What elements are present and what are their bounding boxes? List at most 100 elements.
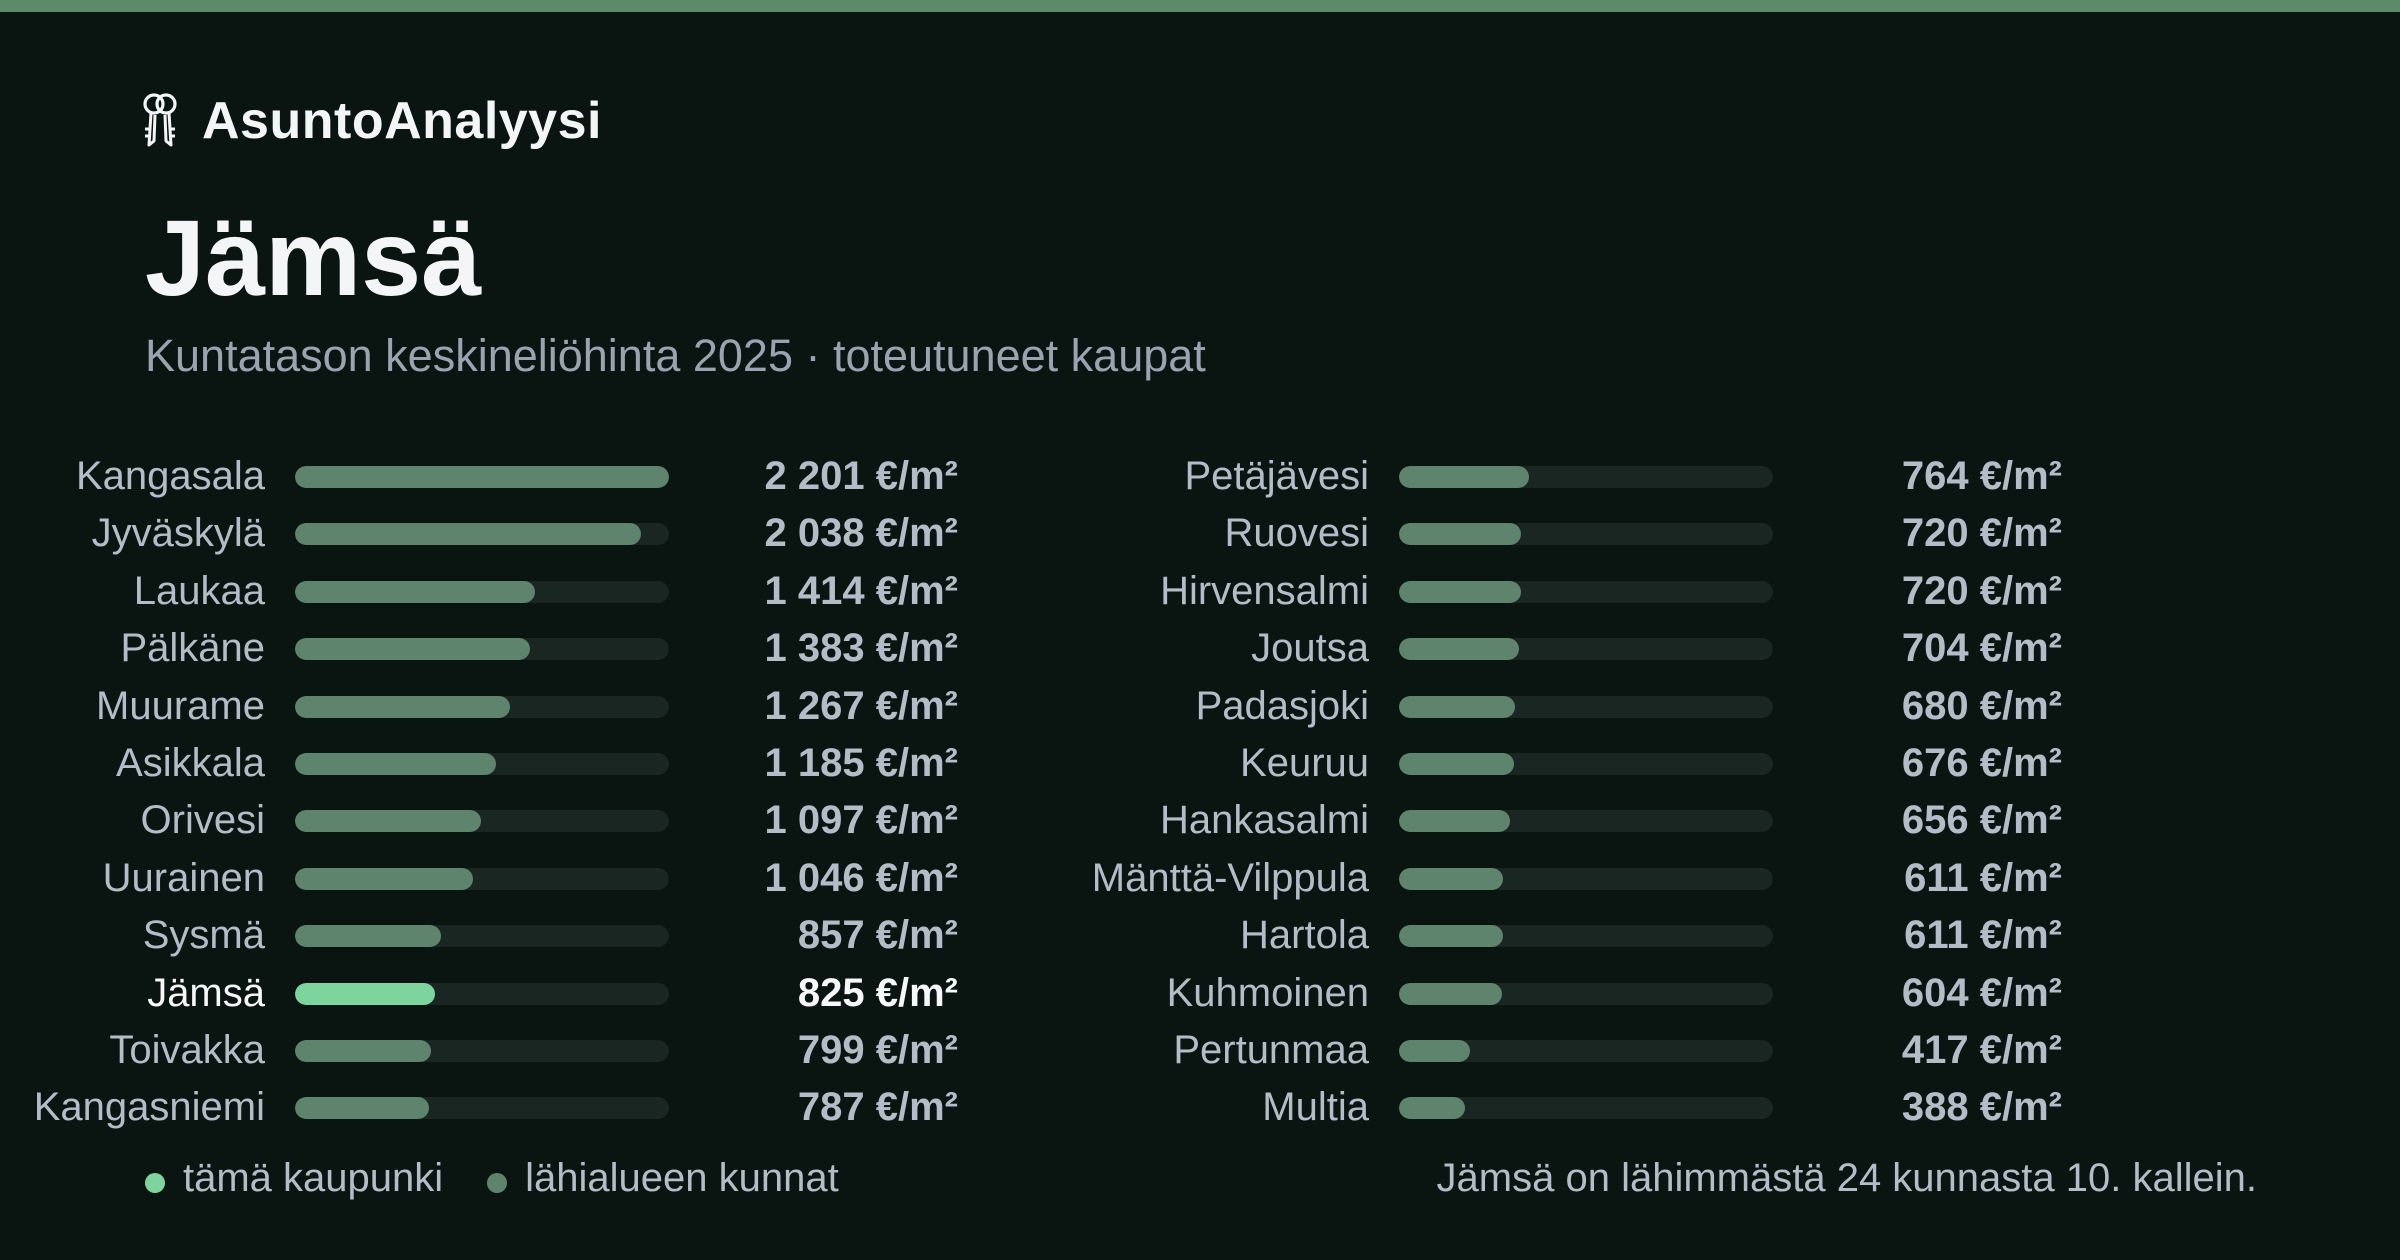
bar-row: Uurainen 1 046 €/m² [0,850,1030,907]
bar-track [1399,925,1773,948]
bar [1399,638,1519,661]
bar-label: Padasjoki [1195,683,1369,728]
bar-row: Kuhmoinen 604 €/m² [1034,965,2134,1022]
bar-track [1399,753,1773,775]
bar-value-label: 1 267 €/m² [764,683,958,728]
bar-track [1399,466,1773,488]
bar-row: Multia 388 €/m² [1034,1079,2134,1136]
bar-value-label: 1 185 €/m² [764,741,958,785]
brand: AsuntoAnalyysi [140,88,602,154]
bar-value-label: 611 €/m² [1904,855,2062,900]
bar-row: Laukaa 1 414 €/m² [0,563,1030,620]
bar-row: Padasjoki 680 €/m² [1034,678,2134,735]
bar-label: Laukaa [133,568,265,613]
bar-track [1399,638,1773,661]
bar [295,867,473,890]
bar-value-label: 720 €/m² [1901,568,2062,613]
bar [295,523,642,546]
bar-row: Hirvensalmi 720 €/m² [1034,563,2134,620]
bar-track [295,638,669,661]
bar-track [1399,982,1773,1005]
legend-dot-highlight [145,1173,165,1193]
legend-label: lähialueen kunnat [525,1155,839,1200]
legend: tämä kaupunki lähialueen kunnat [145,1148,883,1208]
bar-label: Asikkala [116,741,265,785]
bar-label: Orivesi [140,798,265,843]
bar-label: Ruovesi [1224,511,1369,556]
bar-label: Jyväskylä [91,511,265,556]
bar-label: Pälkäne [120,626,265,671]
bar-row: Asikkala 1 185 €/m² [0,735,1030,792]
bar-row: Hartola 611 €/m² [1034,907,2134,964]
bar-row: Orivesi 1 097 €/m² [0,792,1030,849]
bar-label: Kangasniemi [33,1085,265,1130]
bar-label: Muurame [96,683,265,728]
bar [1399,695,1515,718]
bar [1399,580,1522,603]
bar-value-label: 676 €/m² [1901,741,2062,785]
bar [295,1040,431,1062]
bar [1399,1097,1465,1120]
bar-row: Pälkäne 1 383 €/m² [0,620,1030,677]
bar-track [295,867,669,890]
bar-label: Multia [1262,1085,1369,1130]
bar [295,695,511,718]
bar-row: Ruovesi 720 €/m² [1034,505,2134,562]
bar-row: Keuruu 676 €/m² [1034,735,2134,792]
bar [295,1097,429,1120]
bar-value-label: 388 €/m² [1901,1085,2062,1130]
bar-label: Toivakka [109,1028,265,1072]
bar-track [1399,523,1773,546]
bar-value-label: 704 €/m² [1901,626,2062,671]
bar-label: Pertunmaa [1173,1028,1369,1072]
bar-label: Keuruu [1240,741,1369,785]
bar-value-label: 417 €/m² [1901,1028,2062,1072]
bar-label: Kuhmoinen [1166,970,1369,1015]
bar-row: Muurame 1 267 €/m² [0,678,1030,735]
bar-value-label: 720 €/m² [1901,511,2062,556]
bar [295,810,482,833]
bar [295,925,441,948]
legend-item-this-city: tämä kaupunki [145,1156,443,1201]
bar-value-label: 787 €/m² [797,1085,958,1130]
keys-icon [143,93,177,147]
brand-name: AsuntoAnalyysi [202,92,602,150]
bar-value-label: 680 €/m² [1901,683,2062,728]
bar [295,982,436,1005]
bar-label: Uurainen [102,855,265,900]
bar [295,580,536,603]
bar-row: Petäjävesi 764 €/m² [1034,448,2134,505]
bar-value-label: 2 201 €/m² [764,454,958,498]
bar-track [295,580,669,603]
bar-row: Joutsa 704 €/m² [1034,620,2134,677]
bar-value-label: 656 €/m² [1901,798,2062,843]
bar-row: Jyväskylä 2 038 €/m² [0,505,1030,562]
bar-row: Pertunmaa 417 €/m² [1034,1022,2134,1079]
bar-label: Mänttä-Vilppula [1091,855,1369,900]
bar-value-label: 611 €/m² [1904,913,2062,958]
bar [1399,753,1514,775]
bar-value-label: 857 €/m² [797,913,958,958]
bar-value-label: 1 097 €/m² [764,798,958,843]
bar [295,466,669,488]
bar-track [1399,580,1773,603]
bar [1399,1040,1470,1062]
bar-row: Hankasalmi 656 €/m² [1034,792,2134,849]
bar-row: Kangasniemi 787 €/m² [0,1079,1030,1136]
bar-label: Hirvensalmi [1160,568,1369,613]
bar-track [295,1040,669,1062]
bar-label: Joutsa [1251,626,1369,671]
bar-label: Hartola [1240,913,1369,958]
page-title: Jämsä [145,197,482,318]
bar [1399,982,1502,1005]
bar [1399,810,1511,833]
bar-track [1399,1097,1773,1120]
bar-row: Jämsä 825 €/m² [0,965,1030,1022]
bar-label: Kangasala [75,454,265,498]
bar-value-label: 2 038 €/m² [764,511,958,556]
legend-dot-nearby [487,1173,508,1193]
bar-track [295,523,669,546]
legend-label: tämä kaupunki [183,1155,444,1200]
bar-row: Sysmä 857 €/m² [0,907,1030,964]
bar-track [295,753,669,775]
